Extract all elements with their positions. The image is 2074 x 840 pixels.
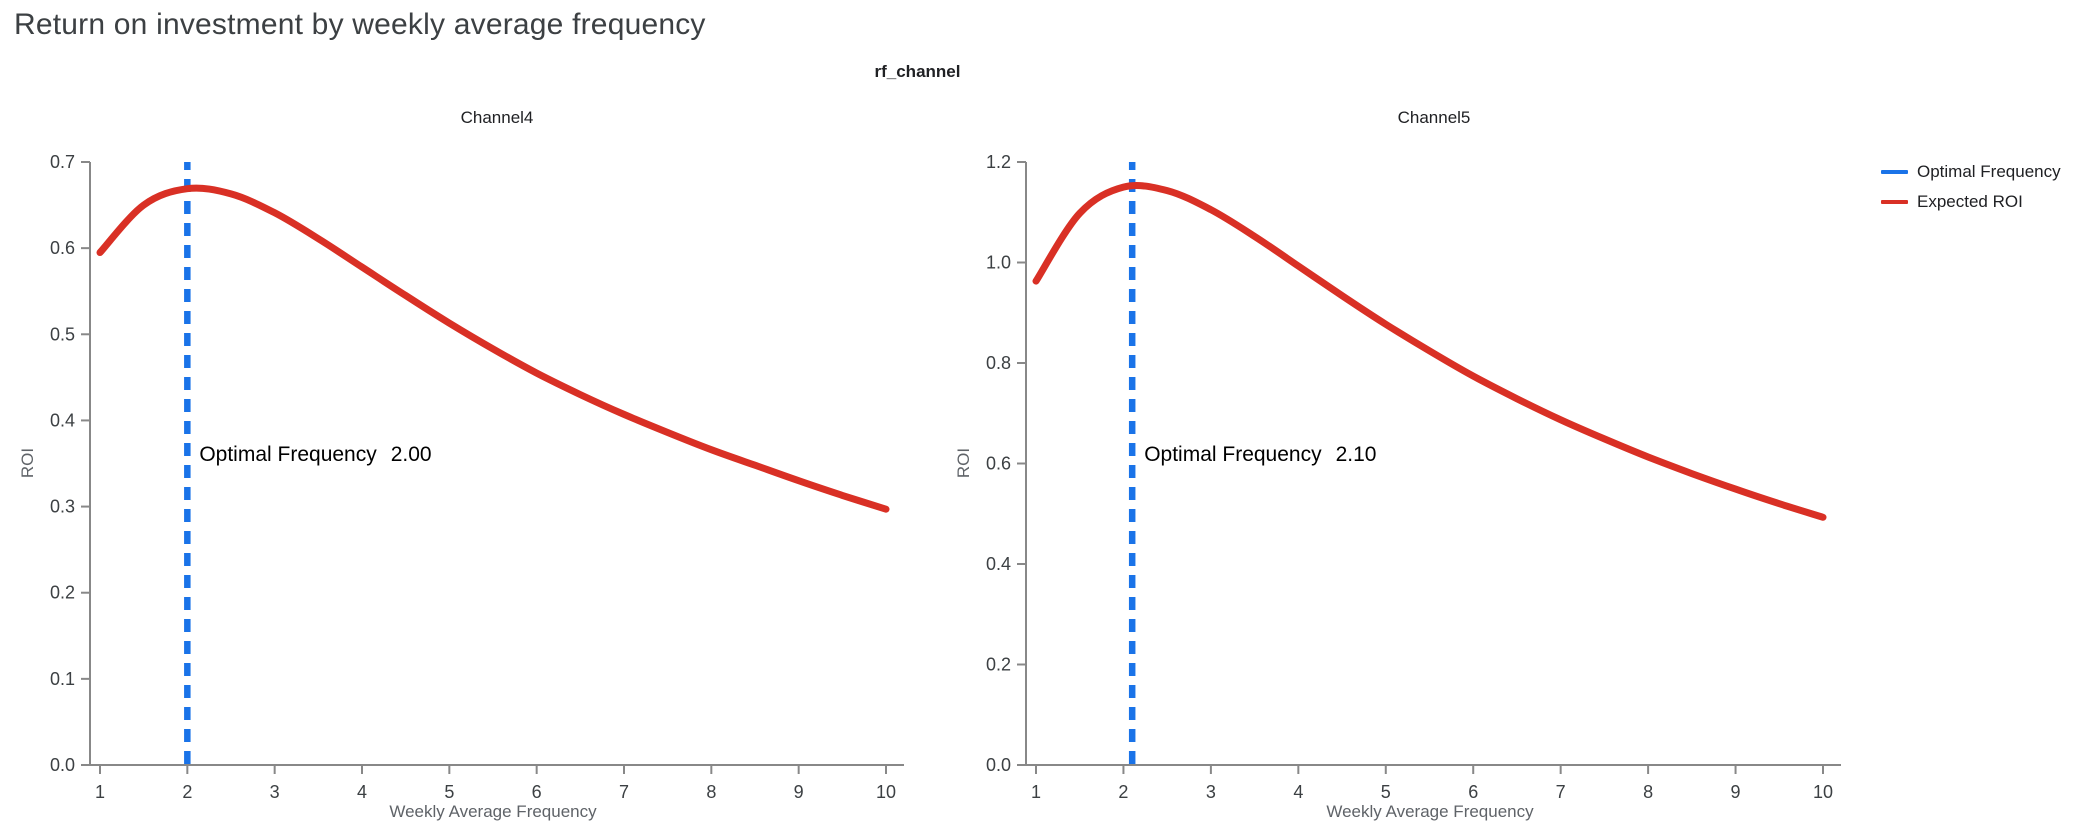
annotation-label: Optimal Frequency xyxy=(1144,442,1322,466)
facet-title: rf_channel xyxy=(874,62,961,81)
x-tick-label: 10 xyxy=(1813,782,1833,802)
optimal-frequency-annotation-channel4: Optimal Frequency 2.00 xyxy=(199,442,431,468)
y-tick-label: 0.5 xyxy=(50,324,75,344)
y-tick-label: 0.7 xyxy=(50,152,75,172)
annotation-value: 2.10 xyxy=(1335,442,1377,466)
x-tick-label: 4 xyxy=(1293,782,1303,802)
legend-label: Expected ROI xyxy=(1917,192,2023,211)
y-tick-label: 0.1 xyxy=(50,669,75,689)
annotation-value: 2.00 xyxy=(390,442,432,466)
x-axis-label-channel4: Weekly Average Frequency xyxy=(389,802,597,821)
x-tick-label: 8 xyxy=(1643,782,1653,802)
y-tick-label: 0.8 xyxy=(986,353,1011,373)
y-axis-label-channel5: ROI xyxy=(954,447,973,479)
x-tick-label: 1 xyxy=(1031,782,1041,802)
legend-label: Optimal Frequency xyxy=(1917,162,2061,181)
x-tick-label: 3 xyxy=(270,782,280,802)
y-axis-label-channel4: ROI xyxy=(18,447,37,479)
x-tick-label: 1 xyxy=(95,782,105,802)
y-tick-label: 0.0 xyxy=(50,755,75,775)
x-tick-label: 4 xyxy=(357,782,367,802)
x-tick-label: 2 xyxy=(182,782,192,802)
y-tick-label: 0.2 xyxy=(50,583,75,603)
x-tick-label: 5 xyxy=(444,782,454,802)
legend-item-expected-roi: Expected ROI xyxy=(1881,190,2061,214)
x-tick-label: 5 xyxy=(1381,782,1391,802)
panel-channel4: 0.0 0.1 0.2 0.3 0.4 0.5 0.6 0.7 1 2 3 4 5 6 7 8 9 10 xyxy=(50,152,904,802)
annotation-label: Optimal Frequency xyxy=(199,442,377,466)
x-tick-label: 6 xyxy=(1468,782,1478,802)
x-tick-label: 9 xyxy=(794,782,804,802)
y-tick-label: 0.4 xyxy=(986,554,1011,574)
x-tick-label: 9 xyxy=(1731,782,1741,802)
x-tick-label: 10 xyxy=(876,782,896,802)
x-tick-label: 8 xyxy=(706,782,716,802)
x-tick-label: 7 xyxy=(1556,782,1566,802)
y-tick-label: 0.2 xyxy=(986,655,1011,675)
optimal-frequency-annotation-channel5: Optimal Frequency 2.10 xyxy=(1144,442,1376,468)
legend: Optimal Frequency Expected ROI xyxy=(1881,160,2061,214)
expected-roi-curve xyxy=(1032,182,1827,521)
optimal-frequency-line-swatch xyxy=(1881,170,1908,174)
y-tick-label: 0.3 xyxy=(50,497,75,517)
x-tick-label: 7 xyxy=(619,782,629,802)
y-tick-label: 1.2 xyxy=(986,152,1011,172)
x-tick-label: 2 xyxy=(1118,782,1128,802)
page-title: Return on investment by weekly average f… xyxy=(14,8,706,41)
y-tick-label: 0.6 xyxy=(50,238,75,258)
x-tick-label: 6 xyxy=(532,782,542,802)
y-tick-label: 0.0 xyxy=(986,755,1011,775)
x-tick-label: 3 xyxy=(1206,782,1216,802)
panel-title-channel5: Channel5 xyxy=(1397,108,1471,127)
panel-title-channel4: Channel4 xyxy=(460,108,534,127)
y-tick-label: 0.4 xyxy=(50,410,75,430)
expected-roi-curve xyxy=(96,184,890,513)
panel-channel5: 0.0 0.2 0.4 0.6 0.8 1.0 1.2 1 2 3 4 5 6 7 8 9 10 xyxy=(986,152,1841,802)
expected-roi-line-swatch xyxy=(1881,200,1908,204)
x-axis-label-channel5: Weekly Average Frequency xyxy=(1326,802,1534,821)
legend-item-optimal-frequency: Optimal Frequency xyxy=(1881,160,2061,184)
y-tick-label: 0.6 xyxy=(986,454,1011,474)
y-tick-label: 1.0 xyxy=(986,253,1011,273)
